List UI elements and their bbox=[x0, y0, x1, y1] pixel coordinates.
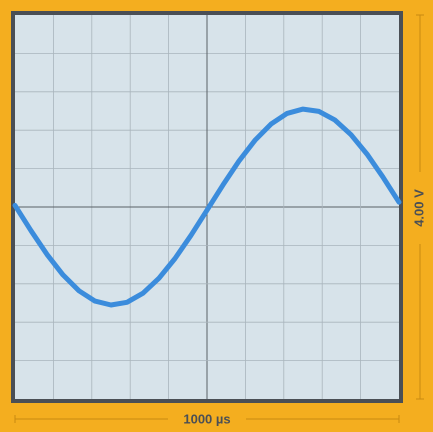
timebase-label: 1000 µs bbox=[183, 411, 230, 426]
grid bbox=[15, 15, 399, 399]
trace bbox=[12, 106, 402, 308]
voltage-label: 4.00 V bbox=[411, 189, 426, 227]
